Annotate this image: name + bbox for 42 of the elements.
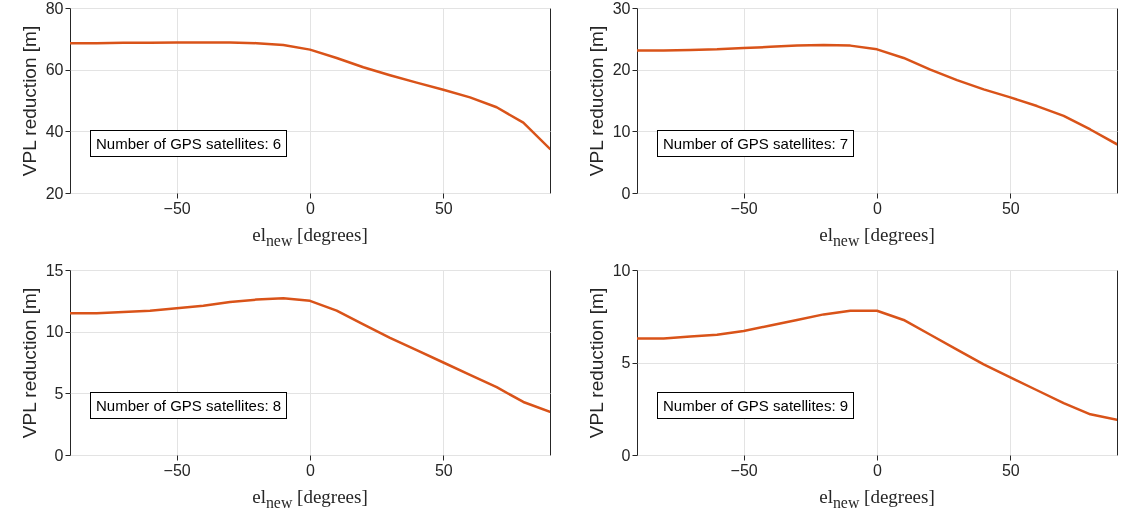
line-series bbox=[70, 297, 550, 414]
y-tick-label: 5 bbox=[54, 384, 64, 402]
y-axis-title: VPL reduction [m] bbox=[585, 25, 607, 177]
y-tick-label: 10 bbox=[612, 261, 631, 279]
x-tick-label: 50 bbox=[434, 199, 453, 217]
y-tick-label: 40 bbox=[45, 122, 64, 140]
y-axis-title: VPL reduction [m] bbox=[18, 287, 40, 439]
x-tick-label: −50 bbox=[163, 461, 191, 479]
annotation: Number of GPS satellites: 7 bbox=[657, 130, 855, 157]
annotation: Number of GPS satellites: 8 bbox=[90, 392, 288, 419]
x-tick-label: 0 bbox=[306, 461, 316, 479]
y-tick-label: 0 bbox=[621, 446, 631, 464]
y-axis-title: VPL reduction [m] bbox=[18, 25, 40, 177]
x-axis-title: el$_{new}$ [degrees] bbox=[818, 224, 936, 250]
x-axis-title: el$_{new}$ [degrees] bbox=[251, 224, 369, 250]
x-tick-label: −50 bbox=[730, 461, 758, 479]
y-tick-label: 60 bbox=[45, 61, 64, 79]
x-tick-label: −50 bbox=[730, 199, 758, 217]
x-tick-label: 50 bbox=[434, 461, 453, 479]
y-tick-label: 0 bbox=[54, 446, 64, 464]
x-tick-label: 50 bbox=[1001, 461, 1020, 479]
y-tick-label: 5 bbox=[621, 354, 631, 371]
y-tick-label: 0 bbox=[621, 184, 631, 202]
line-series bbox=[70, 41, 550, 151]
annotation: Number of GPS satellites: 6 bbox=[90, 130, 288, 157]
x-tick-label: 0 bbox=[873, 461, 883, 479]
x-tick-label: 50 bbox=[1001, 199, 1020, 217]
annotation: Number of GPS satellites: 9 bbox=[657, 392, 855, 419]
y-tick-label: 20 bbox=[45, 184, 64, 202]
y-axis-title: VPL reduction [m] bbox=[585, 287, 607, 439]
y-tick-label: 10 bbox=[45, 323, 64, 341]
y-tick-label: 30 bbox=[612, 0, 631, 17]
x-axis-title: el$_{new}$ [degrees] bbox=[818, 486, 936, 512]
y-tick-label: 15 bbox=[45, 261, 64, 279]
x-tick-label: −50 bbox=[163, 199, 191, 217]
x-axis-title: el$_{new}$ [degrees] bbox=[251, 486, 369, 512]
y-tick-label: 10 bbox=[612, 122, 631, 140]
line-series bbox=[637, 309, 1117, 422]
y-tick-label: 80 bbox=[45, 0, 64, 17]
x-tick-label: 0 bbox=[306, 199, 316, 217]
x-tick-label: 0 bbox=[873, 199, 883, 217]
y-tick-label: 20 bbox=[612, 61, 631, 79]
